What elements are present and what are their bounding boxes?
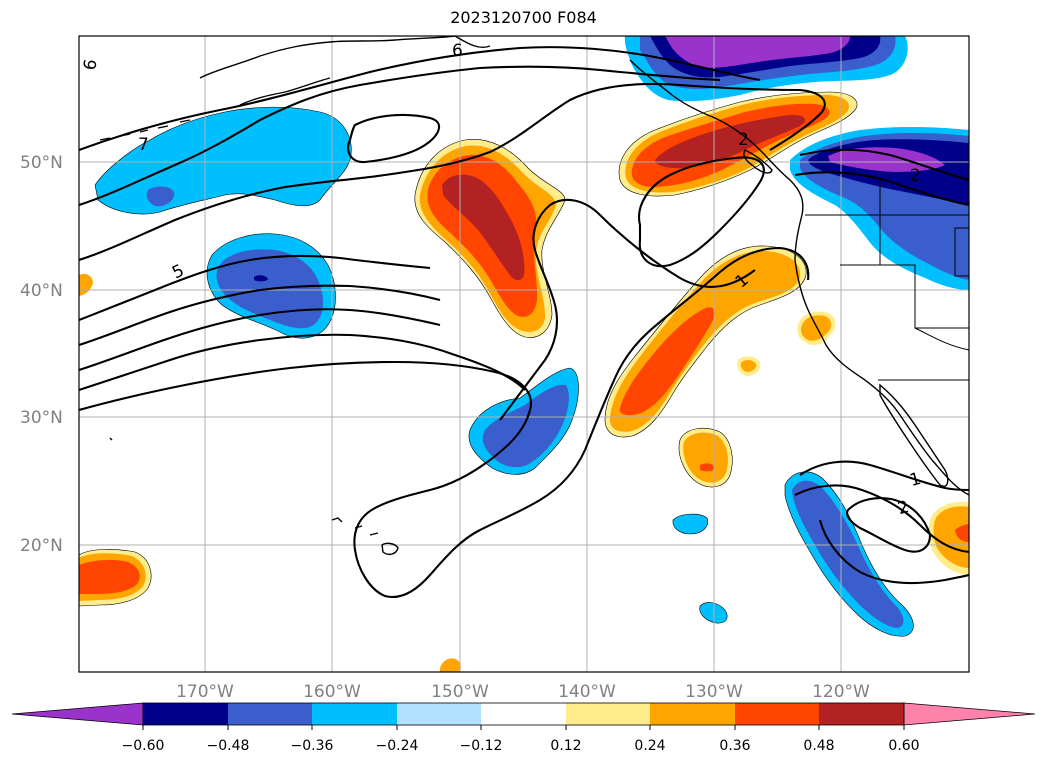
contour-labels: 6 6 7 5 1 2 1 2 2 — [80, 41, 923, 519]
lat-label-40n: 40°N — [20, 281, 63, 301]
colorbar-bin-6 — [566, 703, 650, 725]
colorbar: −0.60 −0.48 −0.36 −0.24 −0.12 0.12 0.24 … — [11, 702, 1036, 754]
colorbar-extend-low — [11, 702, 144, 726]
positive-anomaly-diagonal-band — [605, 245, 807, 438]
map-frame — [78, 35, 970, 673]
colorbar-ticks — [142, 725, 905, 730]
colorbar-tick-label: 0.12 — [550, 738, 581, 754]
contour-label-2-south: 2 — [896, 497, 912, 519]
colorbar-bin-2 — [228, 703, 312, 725]
graticule — [79, 36, 969, 672]
negative-anomaly-small-2 — [699, 602, 728, 624]
negative-anomaly-subtropical — [468, 368, 579, 475]
colorbar-bin-7 — [650, 703, 735, 725]
longitude-labels: 170°W 160°W 150°W 140°W 130°W 120°W — [176, 682, 870, 702]
lon-label-120w: 120°W — [812, 682, 870, 702]
contour-label-2-bc: 2 — [738, 130, 749, 150]
map-layers: 6 6 7 5 1 2 1 2 2 — [79, 36, 969, 672]
negative-anomaly-southeast — [785, 471, 914, 637]
colorbar-tick-label: 0.60 — [888, 738, 919, 754]
lon-label-150w: 150°W — [431, 682, 489, 702]
colorbar-bin-1 — [143, 703, 228, 725]
positive-anomaly-central — [414, 139, 565, 338]
height-contours — [79, 46, 969, 598]
colorbar-bin-3 — [312, 703, 397, 725]
lon-label-160w: 160°W — [303, 682, 361, 702]
colorbar-tick-label: −0.48 — [207, 738, 250, 754]
colorbar-tick-label: −0.24 — [376, 738, 419, 754]
colorbar-tick-label: 0.48 — [803, 738, 834, 754]
latitude-labels: 50°N 40°N 30°N 20°N — [20, 153, 63, 556]
colorbar-tick-label: 0.36 — [719, 738, 750, 754]
map-title: 2023120700 F084 — [450, 8, 597, 27]
lat-label-50n: 50°N — [20, 153, 63, 173]
lon-label-170w: 170°W — [176, 682, 234, 702]
contour-label-1-south: 1 — [908, 469, 924, 491]
contour-label-2-west-us: 2 — [910, 166, 921, 186]
political-borders — [805, 178, 969, 381]
colorbar-bin-9 — [819, 703, 904, 725]
positive-anomaly-small-blobs — [79, 273, 969, 672]
lat-label-20n: 20°N — [20, 536, 63, 556]
colorbar-tick-label: 0.24 — [634, 738, 665, 754]
contour-label-6-north: 6 — [452, 41, 463, 61]
contour-label-6-west: 6 — [80, 58, 102, 72]
colorbar-bin-4 — [397, 703, 481, 725]
lon-label-130w: 130°W — [685, 682, 743, 702]
lat-label-30n: 30°N — [20, 408, 63, 428]
negative-anomaly-small-1 — [672, 514, 708, 534]
positive-anomaly-southwest — [79, 549, 152, 606]
contour-label-7: 7 — [138, 135, 149, 155]
colorbar-extend-high — [903, 702, 1036, 726]
colorbar-bin-5 — [481, 703, 566, 725]
colorbar-tick-label: −0.12 — [460, 738, 503, 754]
colorbar-tick-label: −0.36 — [291, 738, 334, 754]
negative-anomaly-alaska — [624, 36, 908, 102]
colorbar-bin-8 — [735, 703, 819, 725]
colorbar-frame — [142, 702, 905, 726]
colorbar-tick-label: −0.60 — [122, 738, 165, 754]
lon-label-140w: 140°W — [558, 682, 616, 702]
